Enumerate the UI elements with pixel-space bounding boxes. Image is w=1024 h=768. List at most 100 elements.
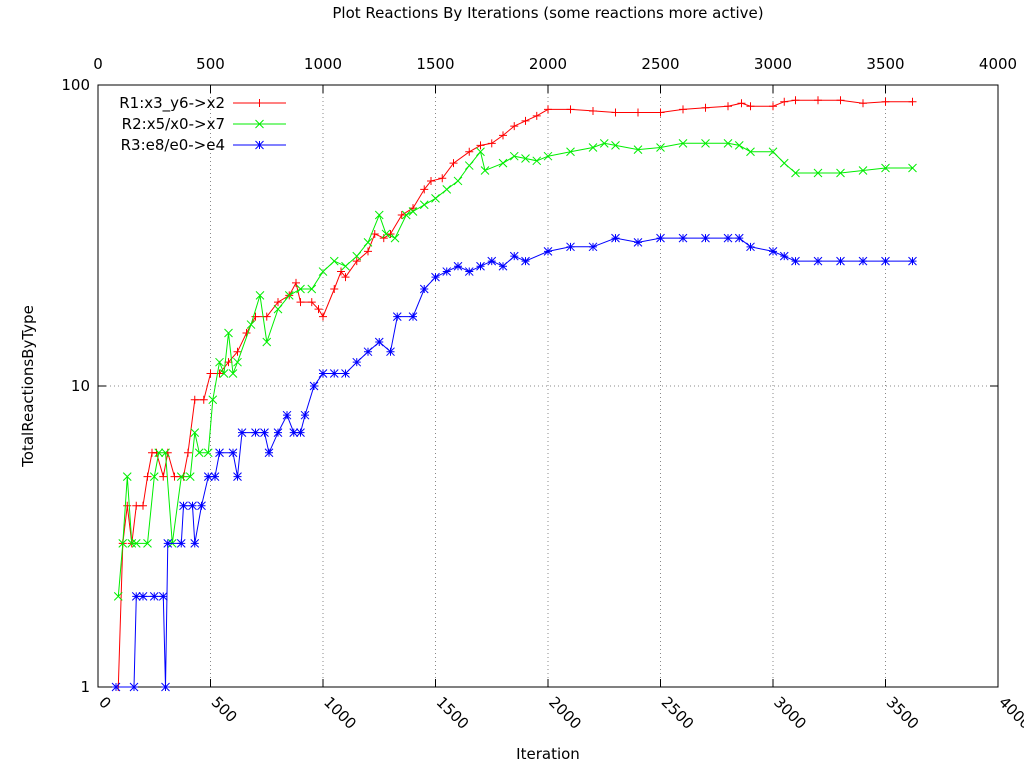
point-marker [737, 99, 746, 108]
point-marker [318, 267, 328, 276]
point-marker [487, 256, 497, 266]
point-marker [203, 448, 213, 458]
point-marker [723, 233, 733, 243]
point-marker [768, 247, 778, 256]
point-marker [589, 106, 597, 115]
point-marker [521, 256, 530, 266]
point-marker [566, 147, 575, 157]
point-marker [170, 472, 179, 481]
point-marker [138, 592, 148, 601]
series [111, 233, 917, 692]
point-marker [158, 592, 168, 601]
point-marker [224, 328, 233, 338]
point-marker [836, 168, 845, 178]
point-marker [599, 138, 609, 148]
point-marker [476, 141, 485, 150]
point-marker [476, 147, 485, 157]
x-tick-label: 1000 [304, 55, 342, 73]
point-marker [881, 97, 890, 106]
point-marker [282, 410, 292, 420]
series-line [117, 99, 913, 688]
point-marker [588, 143, 598, 152]
point-marker [442, 267, 452, 276]
point-marker [352, 251, 362, 261]
point-marker [779, 251, 789, 261]
point-marker [319, 312, 327, 321]
point-marker [510, 122, 519, 131]
point-marker [370, 229, 379, 238]
point-marker [374, 337, 384, 347]
point-marker [300, 410, 310, 420]
point-marker [149, 472, 159, 481]
legend-label: R1:x3_y6->x2 [119, 94, 225, 113]
point-marker [768, 147, 778, 157]
point-marker [215, 369, 224, 378]
point-marker [386, 347, 395, 357]
point-marker [314, 305, 323, 314]
point-marker [219, 369, 229, 378]
x-tick-label: 2500 [641, 55, 679, 73]
point-marker [237, 428, 247, 437]
point-marker [392, 312, 402, 321]
point-marker [431, 194, 440, 203]
point-marker [228, 448, 238, 458]
point-marker [190, 539, 200, 548]
point-marker [161, 448, 170, 458]
x-tick-label: 500 [196, 55, 225, 73]
point-marker [318, 369, 328, 378]
point-marker [858, 166, 868, 175]
point-marker [701, 103, 710, 112]
point-marker [544, 105, 552, 114]
point-marker [656, 143, 665, 152]
point-marker [746, 147, 755, 157]
point-marker [118, 539, 128, 548]
point-marker [215, 357, 224, 367]
point-marker [499, 131, 507, 140]
legend-marker [255, 99, 264, 107]
point-marker [509, 151, 519, 161]
point-marker [251, 428, 260, 437]
x-tick-label: 2000 [545, 693, 585, 733]
point-marker [814, 96, 822, 105]
point-marker [233, 472, 242, 481]
point-marker [566, 105, 575, 114]
point-marker [262, 312, 271, 321]
point-marker [791, 168, 800, 178]
point-marker [161, 682, 170, 692]
point-marker [337, 267, 345, 276]
point-marker [420, 185, 429, 194]
point-marker [419, 284, 429, 294]
point-marker [780, 97, 789, 106]
point-marker [532, 156, 542, 166]
x-axis-label: Iteration [516, 745, 580, 763]
point-marker [188, 501, 197, 511]
point-marker [113, 592, 123, 601]
point-marker [908, 256, 917, 266]
point-marker [701, 138, 710, 148]
y-tick-label: 10 [71, 377, 90, 395]
point-marker [296, 298, 305, 307]
point-marker [264, 448, 274, 458]
y-axis-label: TotalReactionsByType [19, 305, 37, 468]
x-tick-label: 0 [93, 55, 103, 73]
point-marker [656, 233, 665, 243]
series-line [117, 142, 913, 597]
point-marker [127, 539, 137, 548]
point-marker [129, 682, 139, 692]
legend-marker [255, 119, 264, 129]
point-marker [724, 102, 732, 111]
x-tick-label: 0 [95, 693, 114, 712]
point-marker [656, 108, 665, 117]
point-marker [330, 285, 339, 294]
point-marker [184, 448, 192, 457]
point-marker [379, 234, 388, 243]
point-marker [453, 176, 463, 186]
point-marker [701, 233, 710, 243]
y-tick-label: 1 [80, 678, 90, 696]
point-marker [260, 428, 269, 437]
point-marker [251, 312, 260, 321]
chart-title: Plot Reactions By Iterations (some react… [332, 4, 763, 22]
point-marker [273, 304, 283, 314]
point-marker [611, 141, 620, 150]
legend-marker [255, 140, 264, 150]
